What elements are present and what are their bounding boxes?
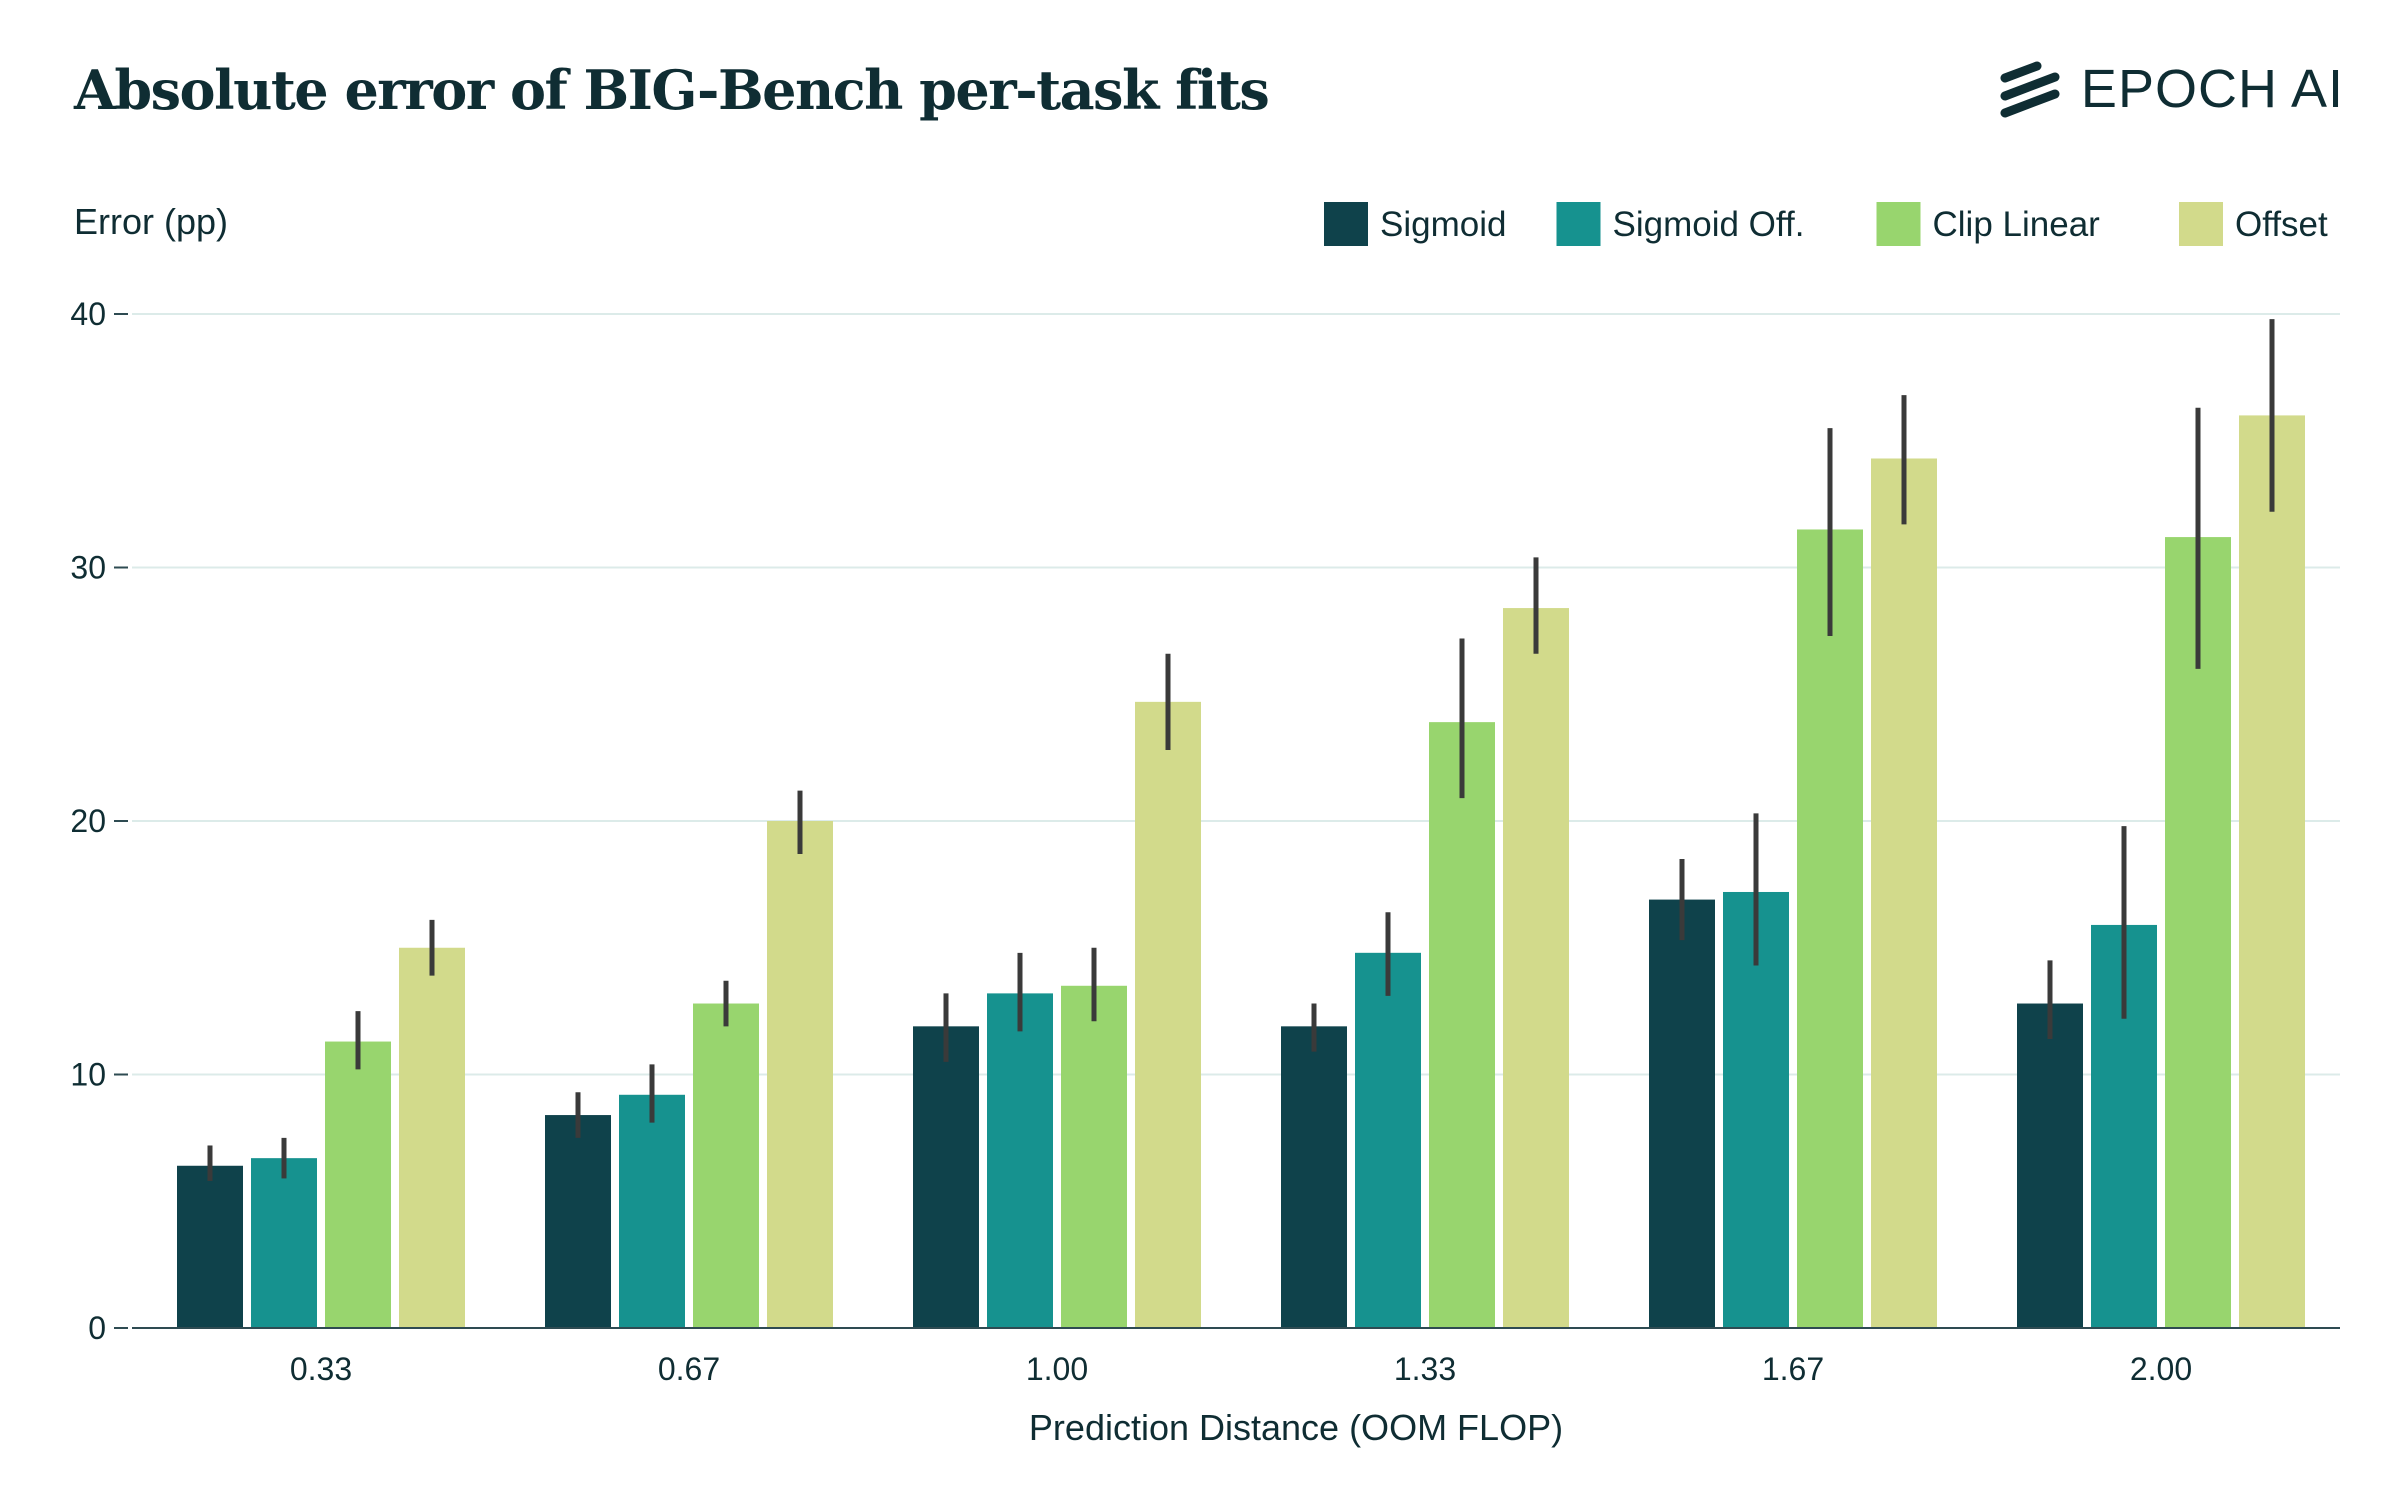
bar — [399, 947, 465, 1328]
bar — [987, 993, 1053, 1328]
bar — [619, 1094, 685, 1328]
chart-title: Absolute error of BIG-Bench per-task fit… — [74, 58, 1270, 122]
y-tick-label: 0 — [88, 1310, 106, 1346]
x-tick-label: 1.33 — [1394, 1351, 1456, 1387]
x-tick-label: 0.33 — [290, 1351, 352, 1387]
y-tick-label: 30 — [70, 550, 106, 586]
bar — [693, 1003, 759, 1328]
y-tick-label: 40 — [70, 296, 106, 332]
bar — [1503, 608, 1569, 1328]
bar — [1429, 722, 1495, 1328]
legend: Sigmoid Sigmoid Off. Clip Linear Offset — [1324, 202, 2328, 246]
legend-label: Sigmoid Off. — [1613, 205, 1805, 244]
epoch-ai-logo-icon — [2000, 61, 2060, 118]
bar — [1797, 529, 1863, 1328]
bar — [767, 821, 833, 1328]
bar — [325, 1041, 391, 1328]
epoch-ai-logo: EPOCH AI — [1997, 58, 2344, 120]
bar — [1871, 458, 1937, 1328]
legend-swatch — [1556, 202, 1601, 246]
x-tick-label: 0.67 — [658, 1351, 720, 1387]
legend-label: Sigmoid — [1380, 205, 1506, 244]
x-tick-label: 1.67 — [1762, 1351, 1824, 1387]
bar — [251, 1158, 317, 1328]
bar — [1061, 985, 1127, 1328]
bar — [913, 1026, 979, 1328]
y-axis-label: Error (pp) — [74, 201, 228, 242]
x-tick-label: 2.00 — [2130, 1351, 2192, 1387]
legend-swatch — [2179, 202, 2223, 246]
y-tick-label: 20 — [70, 803, 106, 839]
legend-label: Clip Linear — [1933, 205, 2101, 244]
bar — [545, 1115, 611, 1328]
x-axis-label: Prediction Distance (OOM FLOP) — [1029, 1407, 1563, 1448]
bar — [177, 1165, 243, 1328]
legend-swatch — [1876, 202, 1921, 246]
bar — [2017, 1003, 2083, 1328]
x-tick-label: 1.00 — [1026, 1351, 1088, 1387]
bar — [1281, 1026, 1347, 1328]
logo-text: EPOCH AI — [2080, 59, 2344, 119]
y-tick-label: 10 — [70, 1057, 106, 1093]
bar — [1649, 899, 1715, 1328]
legend-label: Offset — [2235, 205, 2328, 244]
bar — [1355, 952, 1421, 1328]
bar — [2239, 415, 2305, 1328]
legend-swatch — [1324, 202, 1368, 246]
bar — [1135, 701, 1201, 1328]
